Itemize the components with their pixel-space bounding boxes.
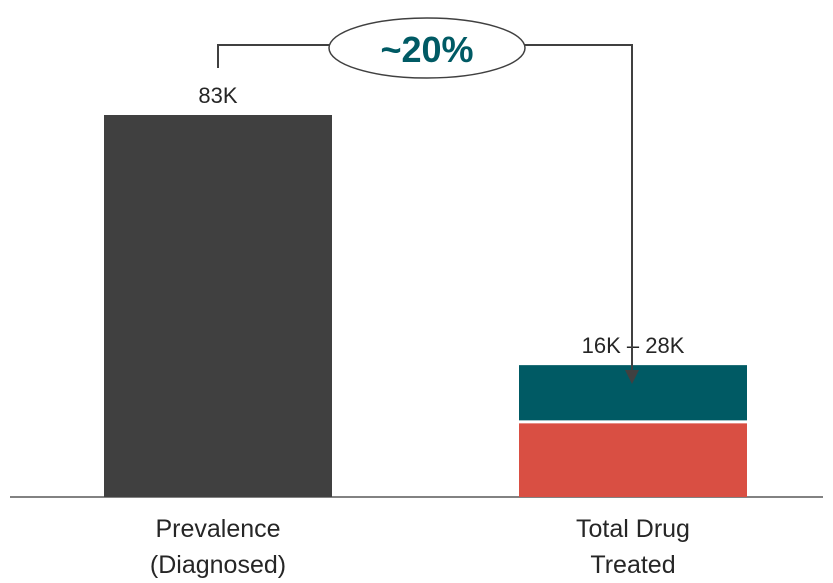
arrowhead	[625, 370, 639, 384]
bar-2-segment-1	[519, 423, 747, 497]
value-label-1: 83K	[198, 83, 237, 108]
category-label-1-line-2: (Diagnosed)	[150, 551, 286, 579]
category-label-2-line-1: Total Drug	[576, 515, 690, 543]
percent-callout-text: ~20%	[380, 29, 473, 70]
percent-callout-bubble	[328, 17, 526, 79]
bar-1-segment-1	[104, 115, 332, 497]
category-label-1-line-1: Prevalence	[155, 515, 280, 543]
value-label-2: 16K – 28K	[582, 333, 685, 358]
category-label-2-line-2: Treated	[590, 551, 675, 579]
